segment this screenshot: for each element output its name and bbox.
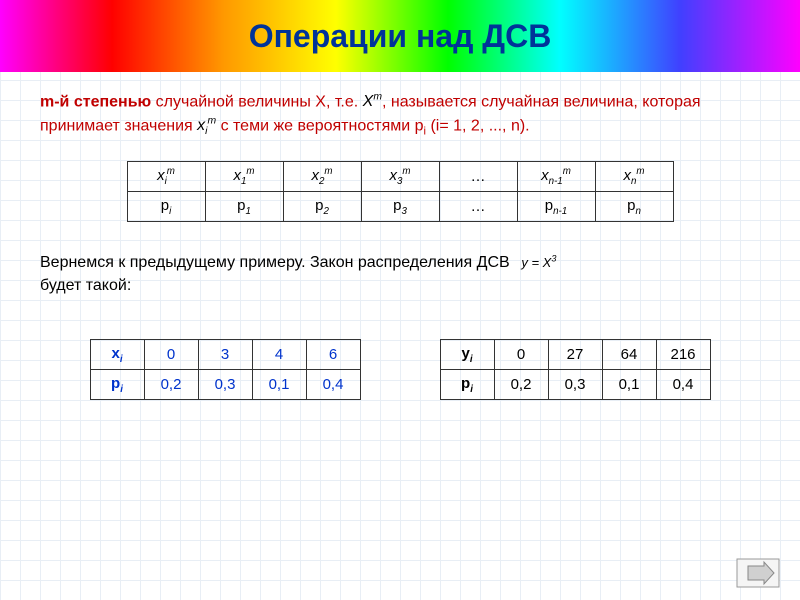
cell: 0,1: [252, 370, 306, 400]
table-row: pi 0,2 0,3 0,1 0,4: [440, 370, 710, 400]
cell: x1m: [205, 162, 283, 192]
cell: 27: [548, 340, 602, 370]
cell-xi-label: xi: [90, 340, 144, 370]
cell: 0: [144, 340, 198, 370]
cell: x3m: [361, 162, 439, 192]
cell: pn: [595, 192, 673, 222]
header-bar: Операции над ДСВ: [0, 0, 800, 72]
def-text-4: (i= 1, 2, ..., n).: [426, 117, 530, 134]
cell: 0,2: [144, 370, 198, 400]
next-arrow-button[interactable]: [736, 558, 780, 588]
table-row: pi 0,2 0,3 0,1 0,4: [90, 370, 360, 400]
cell: x2m: [283, 162, 361, 192]
cell: 0,4: [656, 370, 710, 400]
cell: xnm: [595, 162, 673, 192]
cell-ellipsis: …: [439, 192, 517, 222]
cell-yi-label: yi: [440, 340, 494, 370]
cell: 6: [306, 340, 360, 370]
x-distribution-table: xi 0 3 4 6 pi 0,2 0,3 0,1 0,4: [90, 339, 361, 400]
cell: 4: [252, 340, 306, 370]
table-row: xim x1m x2m x3m … xn-1m xnm: [127, 162, 673, 192]
cell: 0,2: [494, 370, 548, 400]
cell-pi-label: pi: [440, 370, 494, 400]
cell-ellipsis: …: [439, 162, 517, 192]
y-distribution-table: yi 0 27 64 216 pi 0,2 0,3 0,1 0,4: [440, 339, 711, 400]
def-text-3: с теми же вероятностями p: [216, 117, 423, 134]
formula-xim: xim: [197, 117, 216, 134]
cell: 0,3: [548, 370, 602, 400]
cell: 0,3: [198, 370, 252, 400]
mid-text-1: Вернемся к предыдущему примеру. Закон ра…: [40, 254, 510, 271]
page-title: Операции над ДСВ: [249, 18, 552, 55]
table-row: yi 0 27 64 216: [440, 340, 710, 370]
cell: 0,4: [306, 370, 360, 400]
def-text-1: случайной величины X, т.е.: [151, 93, 362, 110]
example-intro: Вернемся к предыдущему примеру. Закон ра…: [40, 252, 760, 297]
cell: 216: [656, 340, 710, 370]
cell-pi: pi: [127, 192, 205, 222]
cell-xi-m: xim: [127, 162, 205, 192]
cell: 0: [494, 340, 548, 370]
cell-pi-label: pi: [90, 370, 144, 400]
table-row: pi p1 p2 p3 … pn-1 pn: [127, 192, 673, 222]
content-area: m-й степенью случайной величины X, т.е. …: [0, 72, 800, 400]
table-row: xi 0 3 4 6: [90, 340, 360, 370]
mid-text-2: будет такой:: [40, 277, 131, 294]
cell: p2: [283, 192, 361, 222]
cell: pn-1: [517, 192, 595, 222]
cell: p3: [361, 192, 439, 222]
cell: 3: [198, 340, 252, 370]
formula-y-x3: y = X3: [514, 255, 556, 270]
generic-distribution-table: xim x1m x2m x3m … xn-1m xnm pi p1 p2 p3 …: [127, 161, 674, 222]
cell: p1: [205, 192, 283, 222]
formula-xm: Xm: [363, 93, 382, 110]
definition-paragraph: m-й степенью случайной величины X, т.е. …: [40, 90, 760, 139]
cell: 0,1: [602, 370, 656, 400]
cell: xn-1m: [517, 162, 595, 192]
cell: 64: [602, 340, 656, 370]
term-bold: m-й степенью: [40, 93, 151, 110]
bottom-tables-row: xi 0 3 4 6 pi 0,2 0,3 0,1 0,4 yi 0 27 64…: [40, 317, 760, 400]
